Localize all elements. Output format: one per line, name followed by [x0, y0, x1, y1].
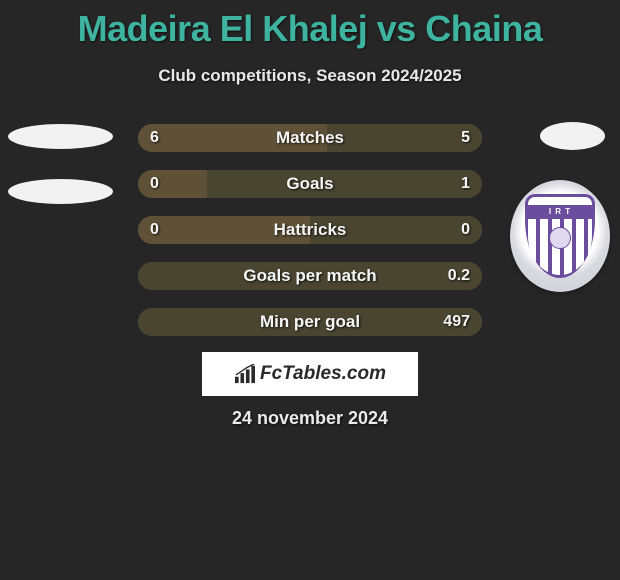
page-title: Madeira El Khalej vs Chaina: [0, 0, 620, 50]
team-right-crest: I R T: [510, 180, 610, 292]
crest-text: I R T: [528, 205, 592, 219]
team-left-logo-top: [8, 124, 113, 149]
team-left-logo-bottom: [8, 179, 113, 204]
stat-label: Min per goal: [138, 308, 482, 336]
stat-label: Hattricks: [138, 216, 482, 244]
stat-label: Goals: [138, 170, 482, 198]
team-right-logo-top: [540, 122, 605, 150]
page-subtitle: Club competitions, Season 2024/2025: [0, 66, 620, 86]
stat-row: 0.2Goals per match: [138, 262, 482, 290]
stat-row: 00Hattricks: [138, 216, 482, 244]
footer-date: 24 november 2024: [0, 408, 620, 429]
stat-label: Matches: [138, 124, 482, 152]
stat-row: 01Goals: [138, 170, 482, 198]
stats-bars: 65Matches 01Goals 00Hattricks 0.2Goals per …: [138, 124, 482, 354]
stat-row: 65Matches: [138, 124, 482, 152]
brand-box: FcTables.com: [202, 352, 418, 396]
brand-chart-icon: [234, 364, 256, 384]
stat-label: Goals per match: [138, 262, 482, 290]
stat-row: 497Min per goal: [138, 308, 482, 336]
brand-text: FcTables.com: [260, 363, 386, 385]
